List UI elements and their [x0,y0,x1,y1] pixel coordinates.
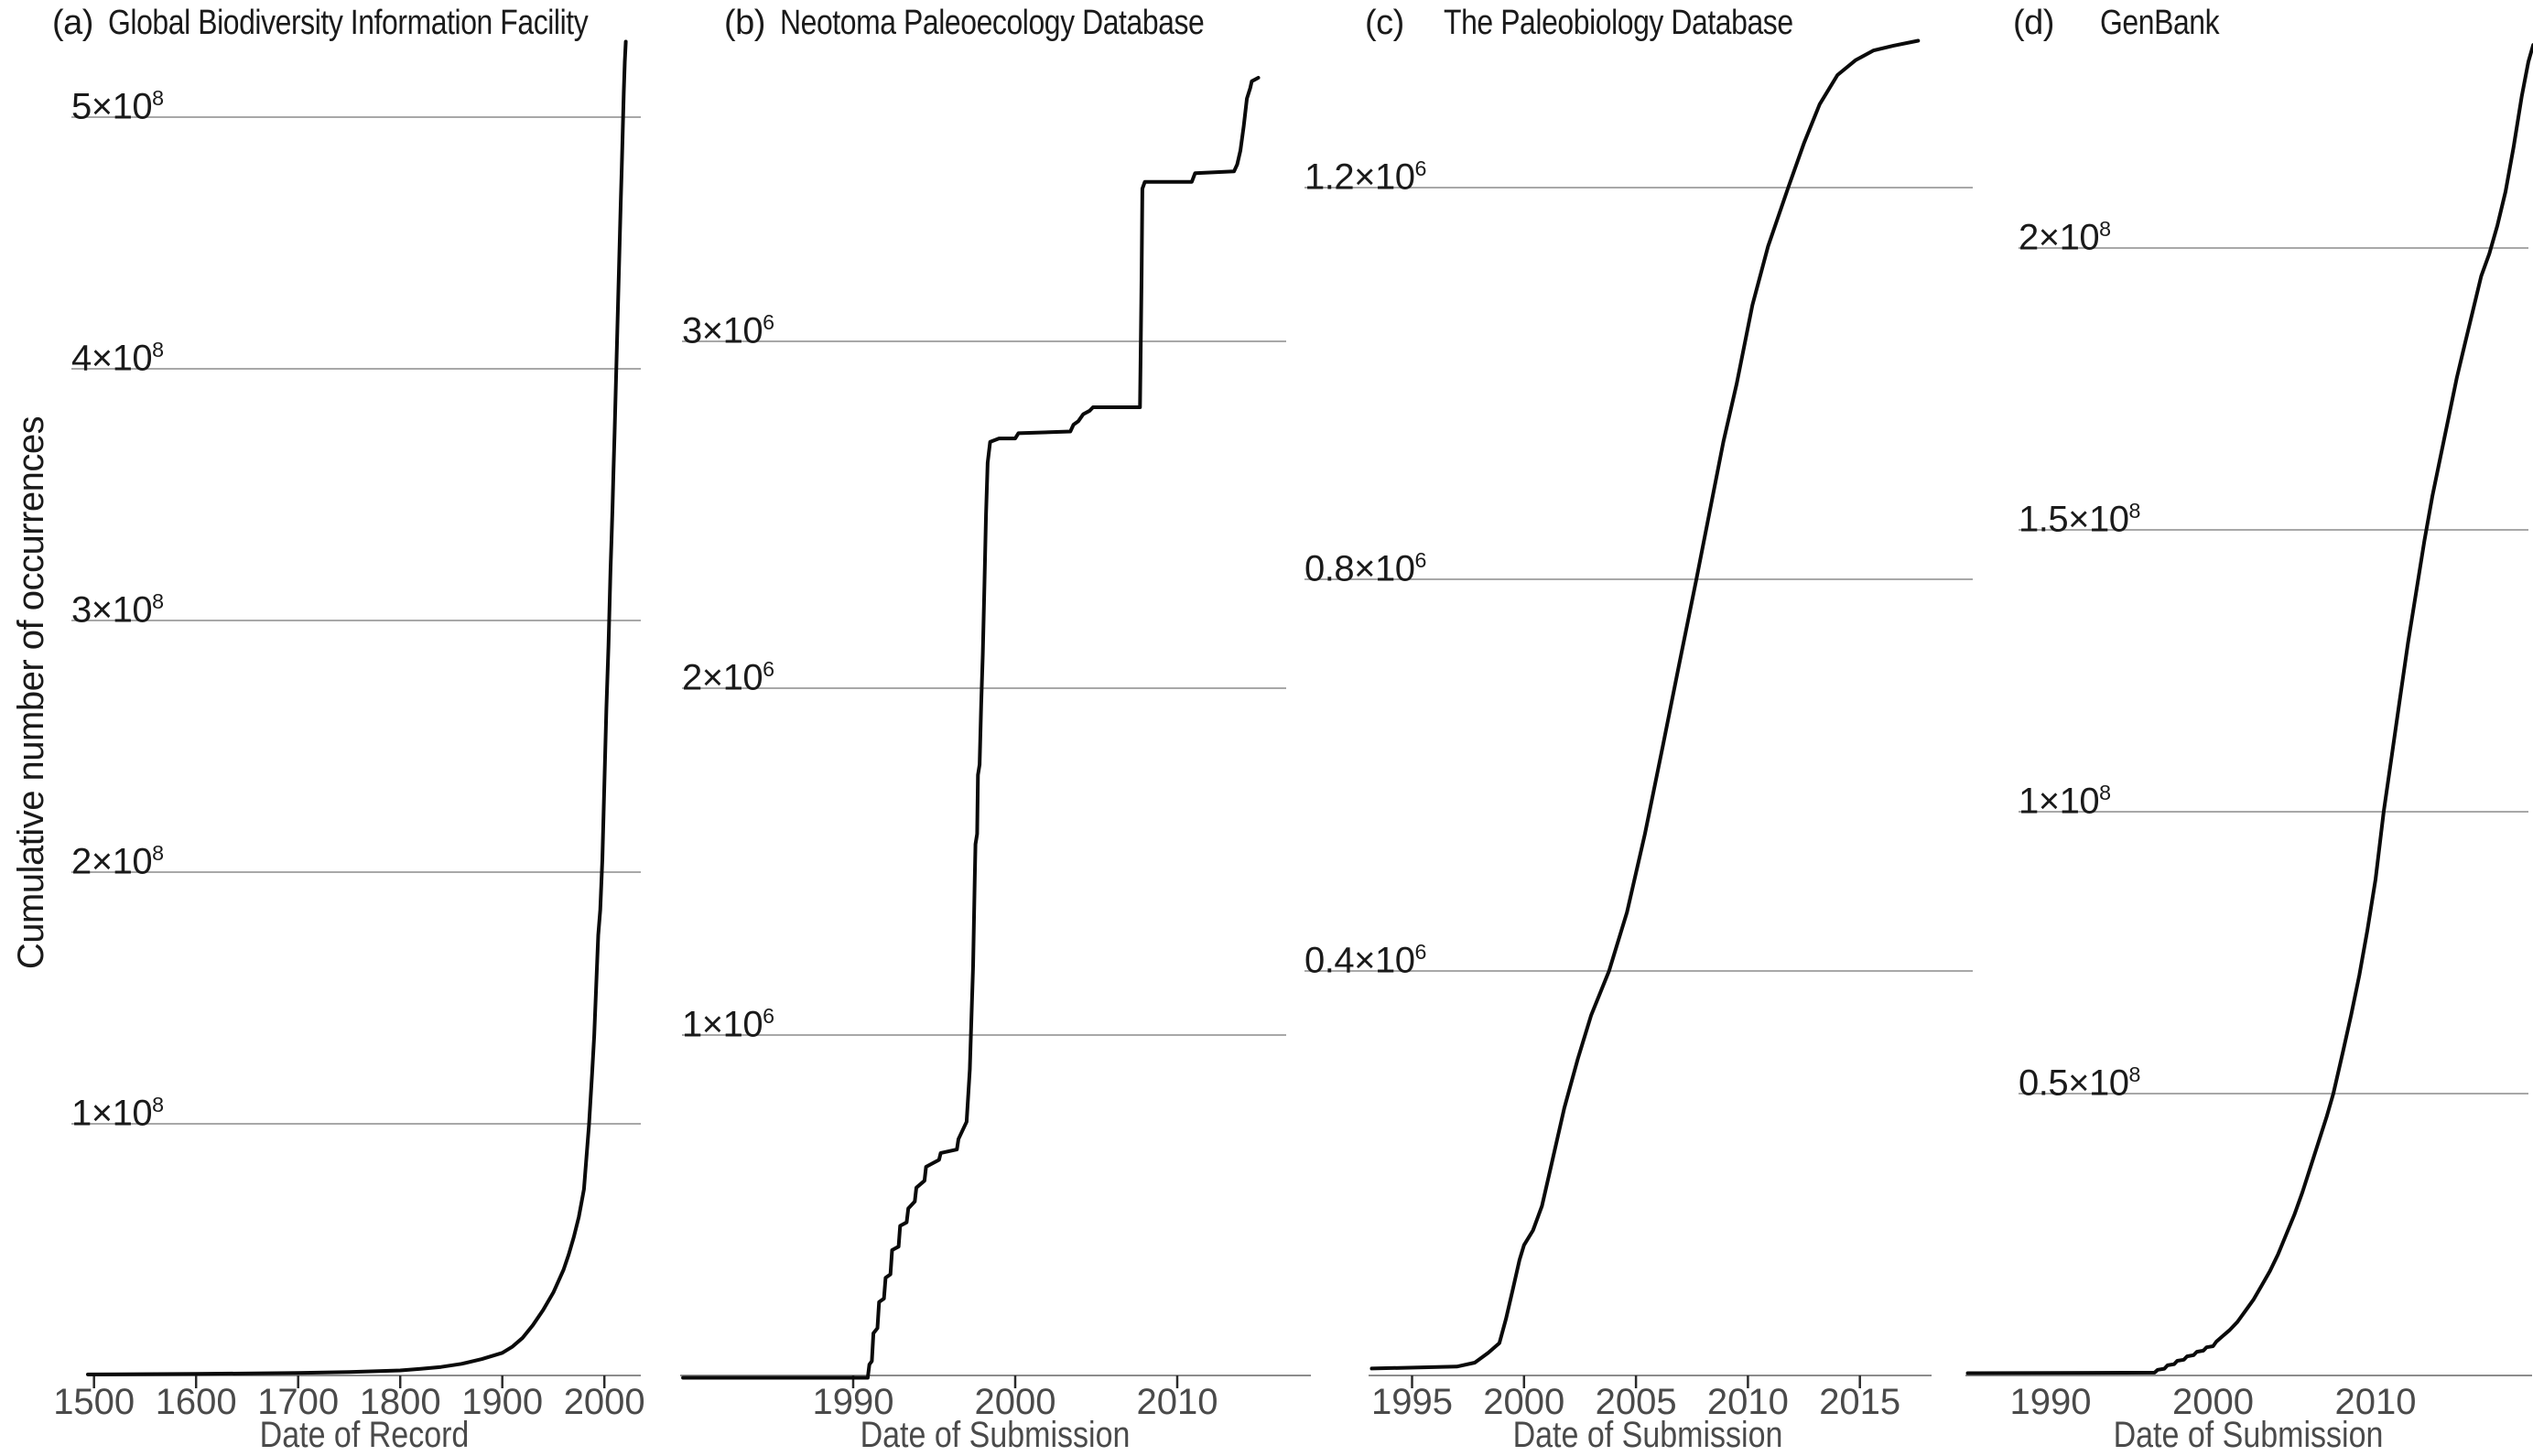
panel-b-plot [680,78,1311,1388]
panel-b-index: (b) [724,4,765,43]
panel-b-y-gridline-label-2: 2×106 [682,651,774,696]
panel-c-curve [1372,41,1919,1369]
panel-c-y-gridline-label-1.2: 1.2×106 [1304,150,1426,195]
panel-d-tick-label-1990: 1990 [1959,1384,2142,1420]
panel-a-tick-label-2000: 2000 [513,1384,696,1420]
panel-a-index: (a) [52,4,93,43]
panel-a-plot [71,42,641,1389]
panel-b-title: Neotoma Paleoecology Database [780,4,1204,43]
panel-b-tick-label-2010: 2010 [1086,1384,1269,1420]
panel-a-y-gridline-label-1: 1×108 [71,1086,164,1131]
panel-b-tick-label-1990: 1990 [762,1384,945,1420]
panel-b-y-gridline-label-3: 3×106 [682,304,774,349]
panel-a-title: Global Biodiversity Information Facility [108,4,588,43]
panel-a-curve [88,42,626,1375]
panel-c-plot [1304,41,1973,1389]
panel-d-title: GenBank [2100,4,2219,43]
panel-b-y-gridline-label-1: 1×106 [682,998,774,1042]
panel-d-y-gridline-label-1.5: 1.5×108 [2019,492,2140,537]
panel-b-curve [683,78,1258,1378]
panel-b-tick-label-2000: 2000 [924,1384,1107,1420]
panel-c-title: The Paleobiology Database [1444,4,1793,43]
panel-d-y-gridline-label-0.5: 0.5×108 [2019,1056,2140,1101]
panel-c-tick-label-2015: 2015 [1769,1384,1952,1420]
panel-d-tick-label-2000: 2000 [2122,1384,2305,1420]
panel-a-y-gridline-label-2: 2×108 [71,835,164,879]
panel-c-y-gridline-label-0.8: 0.8×106 [1304,542,1426,587]
panel-c-y-gridline-label-0.4: 0.4×106 [1304,933,1426,978]
panel-d-y-gridline-label-1: 1×108 [2019,774,2111,819]
panel-d-y-gridline-label-2: 2×108 [2019,210,2111,255]
panel-d-tick-label-2010: 2010 [2284,1384,2467,1420]
panel-a-y-gridline-label-5: 5×108 [71,80,164,124]
panel-d-index: (d) [2013,4,2054,43]
y-axis-title: Cumulative number of occurrences [11,416,52,969]
panel-a-y-gridline-label-4: 4×108 [71,331,164,376]
panel-c-index: (c) [1365,4,1404,43]
panel-a-y-gridline-label-3: 3×108 [71,583,164,628]
